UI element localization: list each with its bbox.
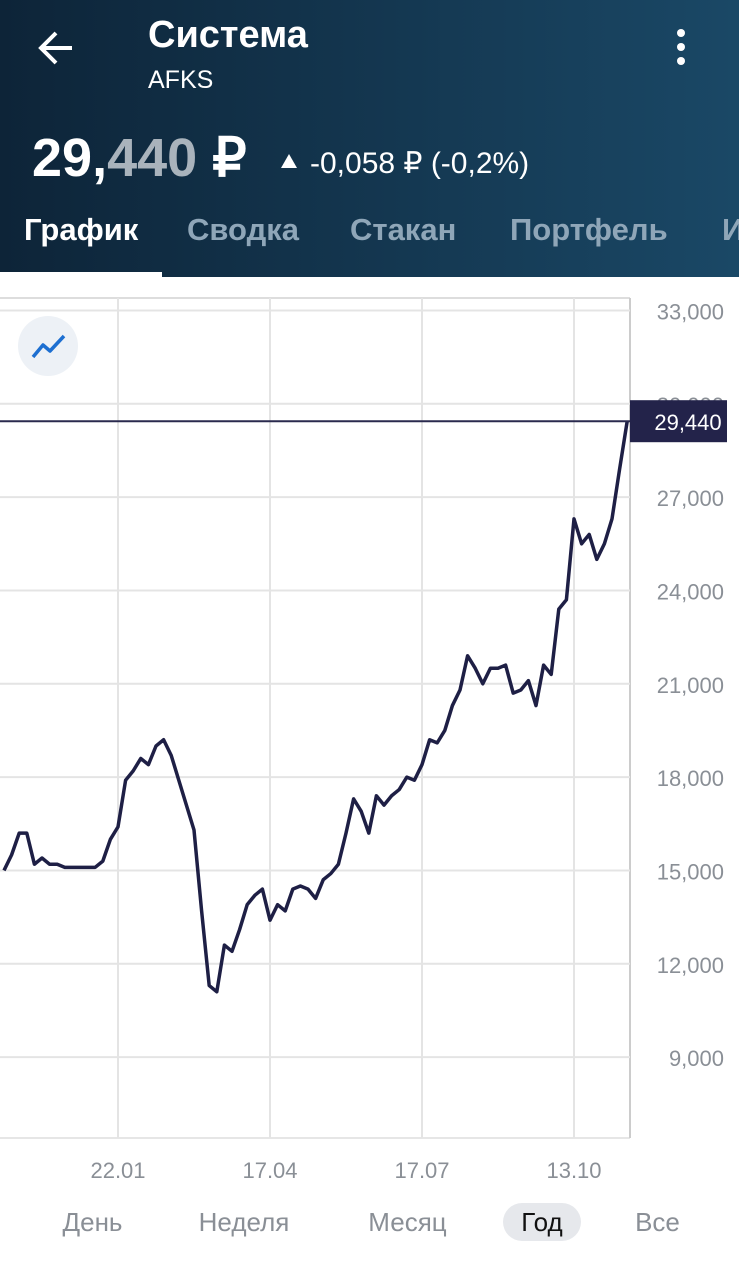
y-tick-label: 33,000 — [657, 299, 724, 324]
y-tick-label: 24,000 — [657, 579, 724, 604]
price-frac: 440 — [107, 128, 198, 188]
tab-indicator — [0, 272, 162, 277]
tab[interactable]: Портфель — [510, 212, 668, 247]
chart-type-button[interactable] — [18, 316, 78, 376]
tab[interactable]: И — [722, 212, 739, 247]
tab[interactable]: Сводка — [187, 212, 299, 247]
title: Система — [148, 14, 308, 56]
back-button[interactable] — [36, 28, 76, 68]
tab[interactable]: Стакан — [350, 212, 457, 247]
x-tick-label: 17.04 — [242, 1158, 297, 1183]
price-line — [2, 420, 629, 994]
x-tick-label: 13.10 — [546, 1158, 601, 1183]
range-button[interactable]: Все — [635, 1207, 680, 1237]
price-change: -0,058 ₽ (-0,2%) — [310, 147, 530, 180]
x-tick-label: 22.01 — [90, 1158, 145, 1183]
change-arrow — [281, 154, 297, 168]
chart-type-icon — [31, 334, 66, 359]
x-tick-label: 17.07 — [394, 1158, 449, 1183]
price-currency: ₽ — [212, 128, 247, 188]
menu-button[interactable] — [672, 28, 692, 68]
tab[interactable]: График — [24, 212, 139, 247]
range-button[interactable]: Месяц — [368, 1207, 447, 1237]
current-price-label: 29,440 — [654, 410, 721, 435]
y-tick-label: 15,000 — [657, 859, 724, 884]
range-button[interactable]: Неделя — [198, 1207, 290, 1237]
ticker: AFKS — [148, 66, 214, 94]
y-tick-label: 9,000 — [669, 1046, 724, 1071]
y-tick-label: 21,000 — [657, 673, 724, 698]
chart-type-button-bg — [18, 316, 78, 376]
header: Система AFKS 29,440 ₽ -0,058 ₽ (-0,2%) Г… — [0, 0, 739, 277]
price-int: 29, — [32, 128, 108, 188]
price: 29,440 ₽ — [32, 126, 247, 189]
current-price-box — [630, 400, 727, 443]
y-tick-label: 18,000 — [657, 766, 724, 791]
range-button[interactable]: Год — [503, 1203, 581, 1241]
y-tick-label: 12,000 — [657, 953, 724, 978]
y-tick-label: 27,000 — [657, 486, 724, 511]
range-button[interactable]: День — [62, 1207, 123, 1237]
